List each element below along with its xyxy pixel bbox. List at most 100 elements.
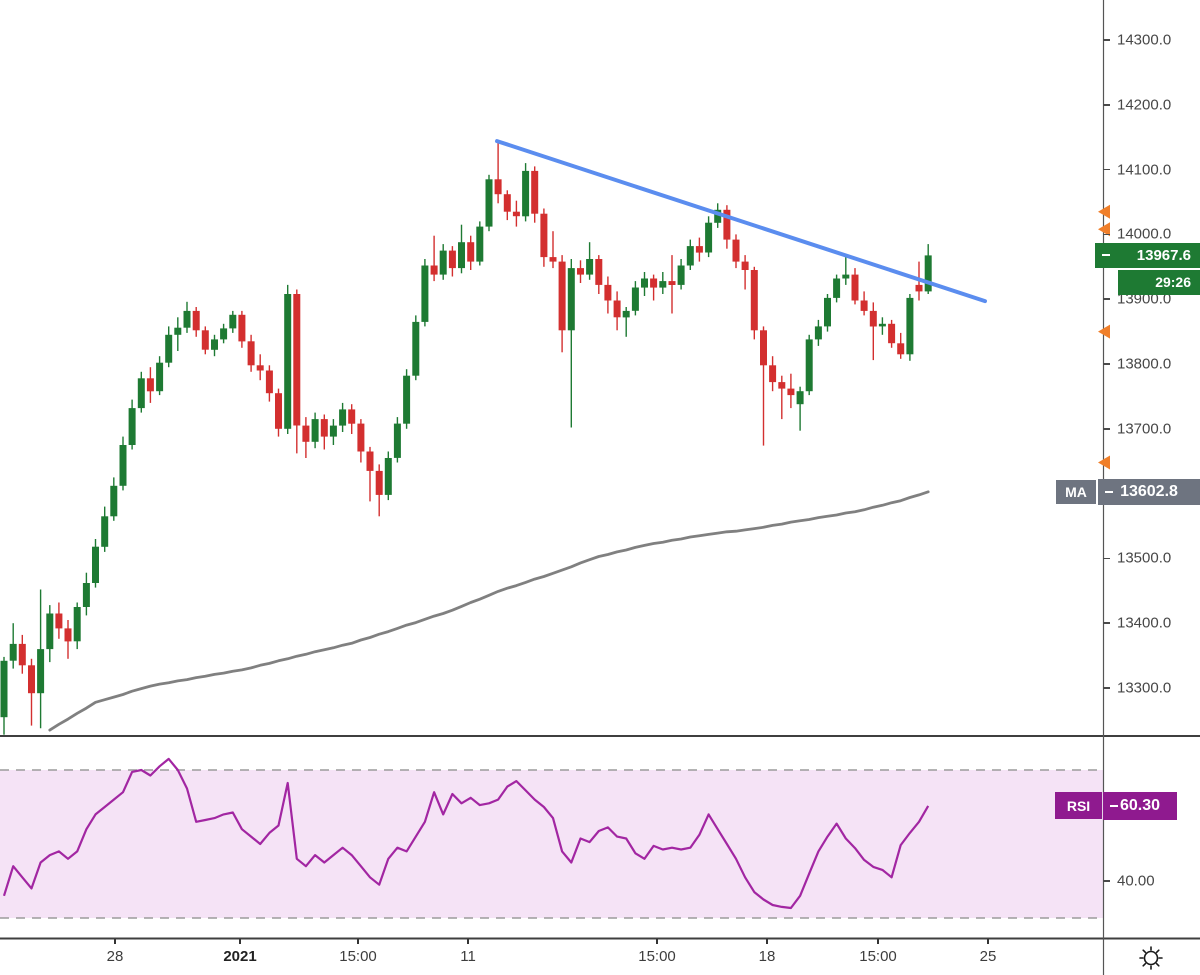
candle-body	[531, 170, 539, 214]
candle-body	[55, 613, 63, 629]
candle-body	[0, 660, 8, 718]
candle-body	[577, 268, 584, 275]
rsi-label-tick	[1110, 804, 1118, 807]
candle-body	[842, 274, 850, 279]
candle-body	[174, 327, 182, 335]
candle-body	[641, 278, 648, 288]
candle-body	[888, 323, 896, 344]
ma-indicator-chip[interactable]: MA	[1056, 479, 1096, 504]
time-tick	[114, 939, 116, 944]
candle-body	[192, 310, 200, 331]
alert-marker-icon[interactable]	[1098, 222, 1110, 237]
candle-body	[211, 339, 218, 350]
candle-body	[595, 259, 603, 285]
trendline-drawing[interactable]	[495, 139, 987, 304]
ma-value-label: 13602.8	[1098, 478, 1200, 505]
candle-body	[293, 294, 301, 426]
bar-countdown-label: 29:26	[1118, 269, 1200, 295]
candle-body	[156, 362, 164, 392]
candle-body	[485, 179, 493, 227]
last-price-label: 13967.6	[1095, 242, 1200, 268]
candle-body	[9, 643, 17, 661]
candle-body	[851, 274, 859, 301]
time-tick	[656, 939, 658, 944]
candle-body	[165, 334, 173, 363]
candle-body	[787, 388, 795, 396]
candle-body	[329, 425, 337, 437]
candle-body	[82, 583, 90, 607]
candle-body	[494, 179, 502, 195]
candle-body	[659, 281, 667, 288]
candle-body	[467, 242, 475, 262]
candle-body	[64, 628, 72, 642]
candle-body	[101, 516, 109, 547]
candle-body	[650, 278, 658, 288]
candle-body	[247, 341, 255, 366]
alert-marker-icon[interactable]	[1098, 204, 1110, 219]
time-tick-label: 11	[460, 948, 476, 965]
candle-body	[339, 409, 347, 426]
rsi-indicator-chip[interactable]: RSI	[1055, 792, 1102, 820]
candle-body	[284, 294, 292, 429]
rsi-line	[2, 757, 930, 910]
candle-body	[860, 300, 868, 311]
candle-body	[613, 300, 621, 318]
candle-body	[878, 323, 886, 327]
time-axis-settings-gear-icon[interactable]	[1138, 945, 1164, 971]
time-tick-label: 15:00	[638, 948, 676, 965]
candle-body	[558, 261, 566, 331]
last-price-value: 13967.6	[1136, 246, 1191, 264]
candle-body	[677, 265, 685, 285]
candle-body	[110, 485, 118, 517]
alert-marker-icon[interactable]	[1098, 324, 1110, 339]
candle-body	[458, 242, 465, 269]
candle-body	[73, 607, 81, 642]
candle-body	[128, 408, 136, 445]
candle-body	[146, 378, 154, 392]
rsi-value-label: 60.30	[1103, 791, 1177, 820]
candle-body	[805, 339, 813, 392]
candle-body	[549, 257, 557, 262]
price-label-tick	[1102, 254, 1110, 257]
time-tick	[239, 939, 241, 944]
candle-body	[348, 409, 356, 424]
candle-body	[723, 209, 731, 240]
candle-body	[796, 391, 804, 405]
time-tick	[357, 939, 359, 944]
candle-body	[265, 370, 273, 394]
candle-body	[92, 546, 99, 583]
candle-body	[622, 310, 630, 318]
candle-body	[567, 268, 575, 331]
candle-body	[778, 382, 786, 389]
alert-marker-icon[interactable]	[1098, 455, 1110, 470]
candle-body	[412, 321, 420, 376]
candle-body	[869, 310, 877, 327]
candle-body	[275, 393, 282, 429]
ma-label-tick	[1105, 490, 1113, 493]
ma-line[interactable]	[48, 490, 930, 732]
time-axis[interactable]: 28 2021 15:00 11 15:00 18 15:00 25	[0, 939, 1200, 975]
candle-body	[46, 613, 54, 650]
candle-body	[119, 445, 127, 486]
candle-body	[448, 250, 456, 269]
candle-body	[897, 343, 905, 355]
candle-body	[503, 194, 511, 212]
candle-body	[220, 328, 228, 340]
time-tick-label: 2021	[223, 948, 257, 965]
time-tick-label: 28	[106, 948, 124, 965]
candle-body	[439, 250, 447, 275]
candle-body	[714, 209, 722, 223]
candle-body	[741, 261, 749, 270]
candle-body	[375, 470, 383, 495]
time-tick	[987, 939, 989, 944]
candle-body	[824, 297, 831, 327]
candle-body	[924, 255, 932, 292]
candle-body	[915, 284, 923, 292]
rsi-band	[0, 770, 1103, 918]
candle-body	[540, 213, 548, 258]
candle-body	[137, 378, 145, 409]
candle-body	[421, 265, 429, 322]
candle-body	[476, 226, 484, 262]
